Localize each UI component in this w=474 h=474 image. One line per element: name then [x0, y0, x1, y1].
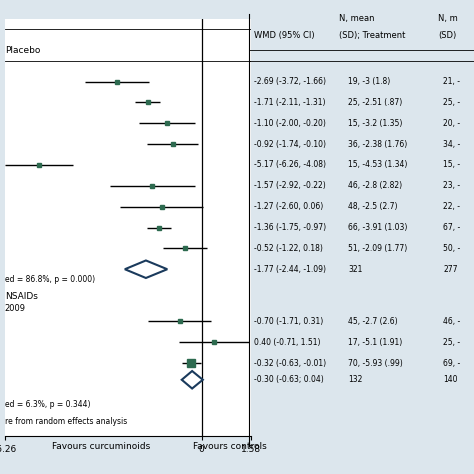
Text: N, m: N, m — [438, 14, 458, 23]
Text: Favours curcuminoids: Favours curcuminoids — [52, 442, 150, 451]
Text: (SD); Treatment: (SD); Treatment — [339, 31, 405, 40]
Text: ed = 6.3%, p = 0.344): ed = 6.3%, p = 0.344) — [5, 401, 90, 409]
Text: -2.69 (-3.72, -1.66): -2.69 (-3.72, -1.66) — [254, 77, 326, 86]
Text: 22, -: 22, - — [443, 202, 460, 211]
Text: -1.27 (-2.60, 0.06): -1.27 (-2.60, 0.06) — [254, 202, 323, 211]
Text: 0.40 (-0.71, 1.51): 0.40 (-0.71, 1.51) — [254, 338, 320, 346]
Text: 17, -5.1 (1.91): 17, -5.1 (1.91) — [348, 338, 402, 346]
Text: 46, -: 46, - — [443, 317, 460, 326]
Text: re from random effects analysis: re from random effects analysis — [5, 417, 127, 426]
Text: Favours controls: Favours controls — [193, 442, 267, 451]
Text: 70, -5.93 (.99): 70, -5.93 (.99) — [348, 359, 403, 367]
Text: -0.70 (-1.71, 0.31): -0.70 (-1.71, 0.31) — [254, 317, 323, 326]
Text: ed = 86.8%, p = 0.000): ed = 86.8%, p = 0.000) — [5, 275, 95, 284]
Text: 48, -2.5 (2.7): 48, -2.5 (2.7) — [348, 202, 398, 211]
Text: 2009: 2009 — [5, 304, 26, 313]
Text: -0.32 (-0.63, -0.01): -0.32 (-0.63, -0.01) — [254, 359, 326, 367]
Text: 36, -2.38 (1.76): 36, -2.38 (1.76) — [348, 140, 408, 148]
Text: 19, -3 (1.8): 19, -3 (1.8) — [348, 77, 391, 86]
Text: N, mean: N, mean — [339, 14, 374, 23]
Text: 25, -: 25, - — [443, 98, 460, 107]
Text: -1.10 (-2.00, -0.20): -1.10 (-2.00, -0.20) — [254, 119, 326, 128]
Text: 67, -: 67, - — [443, 223, 460, 232]
Text: -5.17 (-6.26, -4.08): -5.17 (-6.26, -4.08) — [254, 161, 326, 169]
Text: 21, -: 21, - — [443, 77, 460, 86]
Text: Placebo: Placebo — [5, 46, 40, 55]
Text: -1.36 (-1.75, -0.97): -1.36 (-1.75, -0.97) — [254, 223, 326, 232]
Text: 51, -2.09 (1.77): 51, -2.09 (1.77) — [348, 244, 408, 253]
Text: 45, -2.7 (2.6): 45, -2.7 (2.6) — [348, 317, 398, 326]
Text: 321: 321 — [348, 265, 363, 273]
Text: -0.52 (-1.22, 0.18): -0.52 (-1.22, 0.18) — [254, 244, 322, 253]
Text: 69, -: 69, - — [443, 359, 460, 367]
Text: WMD (95% CI): WMD (95% CI) — [254, 31, 314, 40]
Text: 15, -: 15, - — [443, 161, 460, 169]
Text: 140: 140 — [443, 375, 458, 384]
Text: 20, -: 20, - — [443, 119, 460, 128]
Text: -1.57 (-2.92, -0.22): -1.57 (-2.92, -0.22) — [254, 182, 325, 190]
Text: 25, -2.51 (.87): 25, -2.51 (.87) — [348, 98, 402, 107]
Text: 50, -: 50, - — [443, 244, 460, 253]
Text: -1.71 (-2.11, -1.31): -1.71 (-2.11, -1.31) — [254, 98, 325, 107]
Text: (SD): (SD) — [438, 31, 457, 40]
Text: -1.77 (-2.44, -1.09): -1.77 (-2.44, -1.09) — [254, 265, 326, 273]
Text: 25, -: 25, - — [443, 338, 460, 346]
Text: 15, -3.2 (1.35): 15, -3.2 (1.35) — [348, 119, 403, 128]
Text: -0.30 (-0.63; 0.04): -0.30 (-0.63; 0.04) — [254, 375, 323, 384]
Text: 277: 277 — [443, 265, 458, 273]
Text: 23, -: 23, - — [443, 182, 460, 190]
Text: -0.92 (-1.74, -0.10): -0.92 (-1.74, -0.10) — [254, 140, 326, 148]
Text: 66, -3.91 (1.03): 66, -3.91 (1.03) — [348, 223, 408, 232]
Text: 15, -4.53 (1.34): 15, -4.53 (1.34) — [348, 161, 408, 169]
Text: 132: 132 — [348, 375, 363, 384]
Text: NSAIDs: NSAIDs — [5, 292, 37, 301]
Text: 46, -2.8 (2.82): 46, -2.8 (2.82) — [348, 182, 402, 190]
Text: 34, -: 34, - — [443, 140, 460, 148]
